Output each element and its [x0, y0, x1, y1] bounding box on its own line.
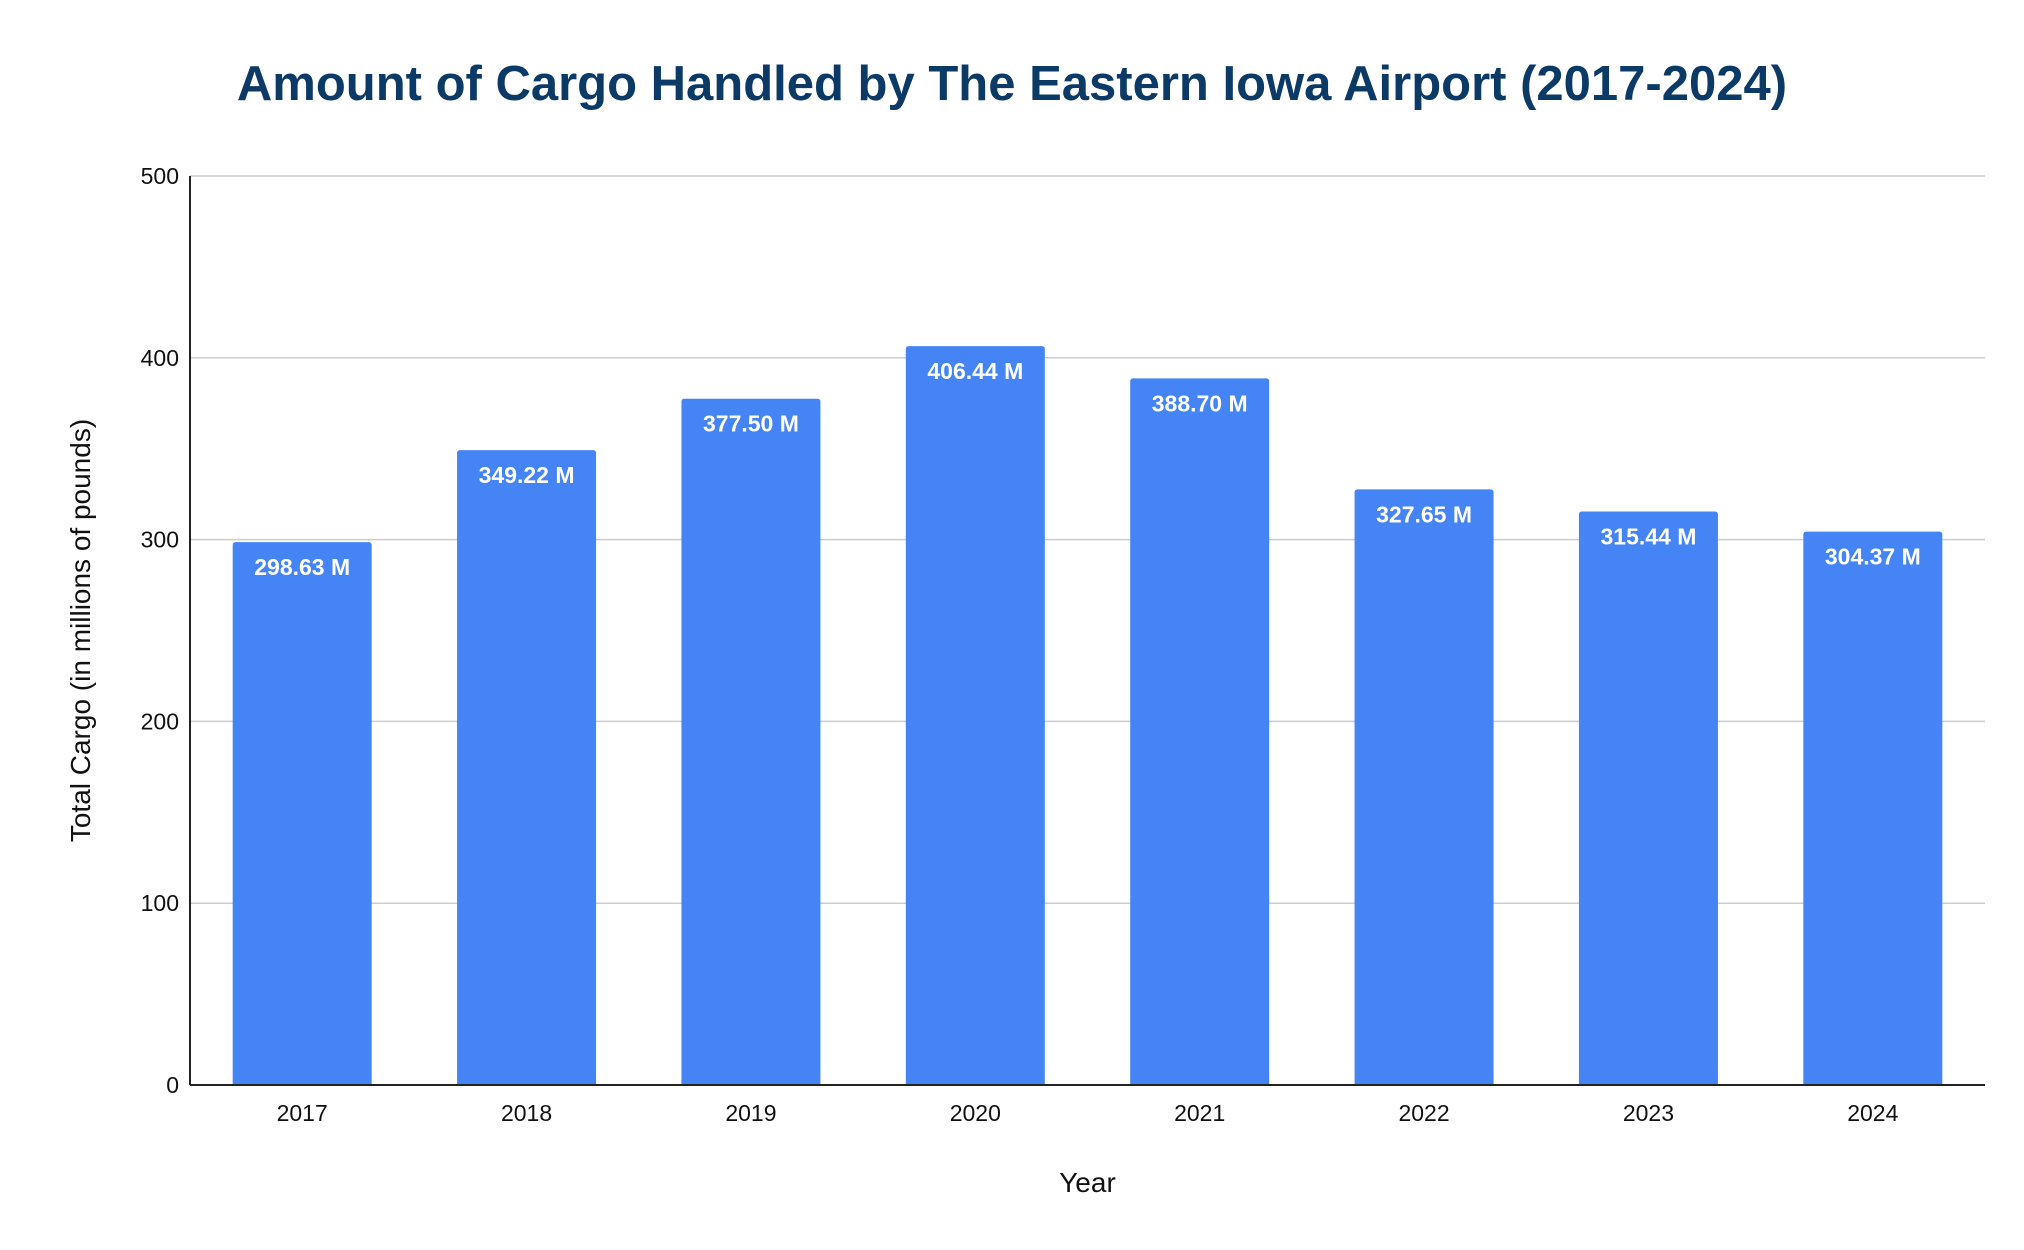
y-tick-label: 100 [141, 890, 179, 916]
y-tick-label: 300 [141, 527, 179, 553]
y-tick-label: 400 [141, 345, 179, 371]
y-axis-title: Total Cargo (in millions of pounds) [65, 419, 96, 842]
bar [681, 398, 821, 1086]
y-tick-label: 0 [166, 1072, 179, 1098]
chart-title: Amount of Cargo Handled by The Eastern I… [236, 57, 1788, 111]
x-tick-label: 2018 [501, 1100, 552, 1126]
bar [232, 542, 372, 1085]
bar [1803, 531, 1943, 1085]
x-axis-title: Year [1059, 1167, 1116, 1198]
bar-data-label: 315.44 M [1600, 524, 1696, 550]
bar-data-label: 304.37 M [1825, 544, 1921, 570]
bar [905, 346, 1045, 1086]
x-tick-label: 2024 [1847, 1100, 1898, 1126]
x-tick-labels: 2017 2018 2019 2020 2021 2022 2023 2024 [277, 1100, 1899, 1126]
axes [189, 176, 1985, 1086]
y-tick-label: 500 [141, 163, 179, 189]
x-tick-label: 2022 [1398, 1100, 1449, 1126]
bar-data-label: 377.50 M [703, 411, 799, 437]
bar [457, 450, 597, 1085]
y-tick-label: 200 [141, 708, 179, 734]
bar-data-label: 406.44 M [927, 358, 1023, 384]
x-tick-label: 2017 [277, 1100, 328, 1126]
y-tick-labels: 0 100 200 300 400 500 [141, 163, 179, 1098]
x-tick-label: 2019 [725, 1100, 776, 1126]
bar-data-label: 298.63 M [254, 554, 350, 580]
bar [1354, 489, 1494, 1086]
bar-data-label: 327.65 M [1376, 501, 1472, 527]
bar [1578, 511, 1718, 1085]
bar-data-label: 388.70 M [1152, 390, 1248, 416]
bars [232, 346, 1943, 1086]
x-tick-label: 2020 [950, 1100, 1001, 1126]
data-labels: 298.63 M 349.22 M 377.50 M 406.44 M 388.70 M… [254, 358, 1921, 580]
bar [1130, 378, 1270, 1086]
x-tick-label: 2023 [1623, 1100, 1674, 1126]
x-tick-label: 2021 [1174, 1100, 1225, 1126]
bar-data-label: 349.22 M [479, 462, 575, 488]
